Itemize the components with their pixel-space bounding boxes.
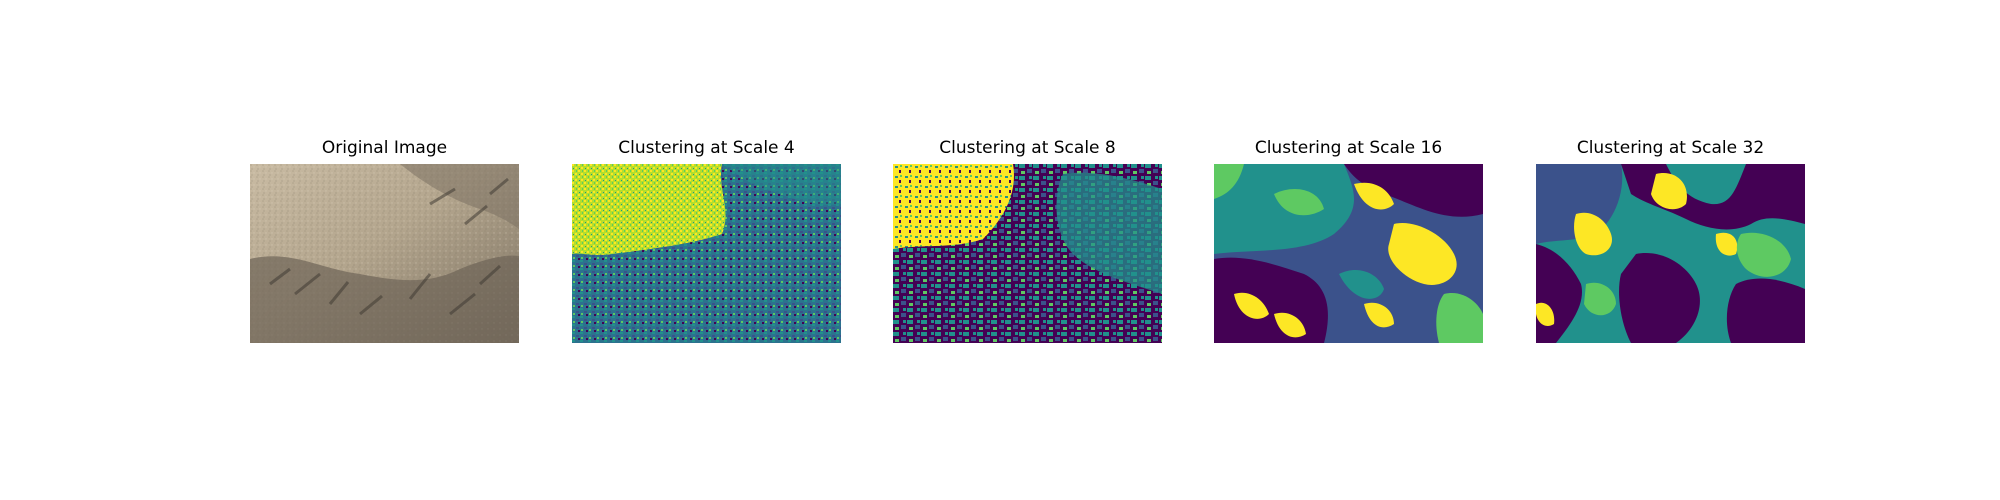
cluster-map-scale-32 [1536, 164, 1805, 343]
panel-title: Clustering at Scale 16 [1254, 138, 1443, 158]
panel-title: Clustering at Scale 32 [1576, 138, 1765, 158]
original-aerial-image [250, 164, 519, 343]
cluster-map-scale-4 [572, 164, 841, 343]
panel-title: Clustering at Scale 8 [939, 138, 1116, 158]
cluster-map-scale-16 [1214, 164, 1483, 343]
panel-title: Original Image [321, 138, 448, 158]
cluster-map-scale-8 [893, 164, 1162, 343]
panel-title: Clustering at Scale 4 [618, 138, 795, 158]
